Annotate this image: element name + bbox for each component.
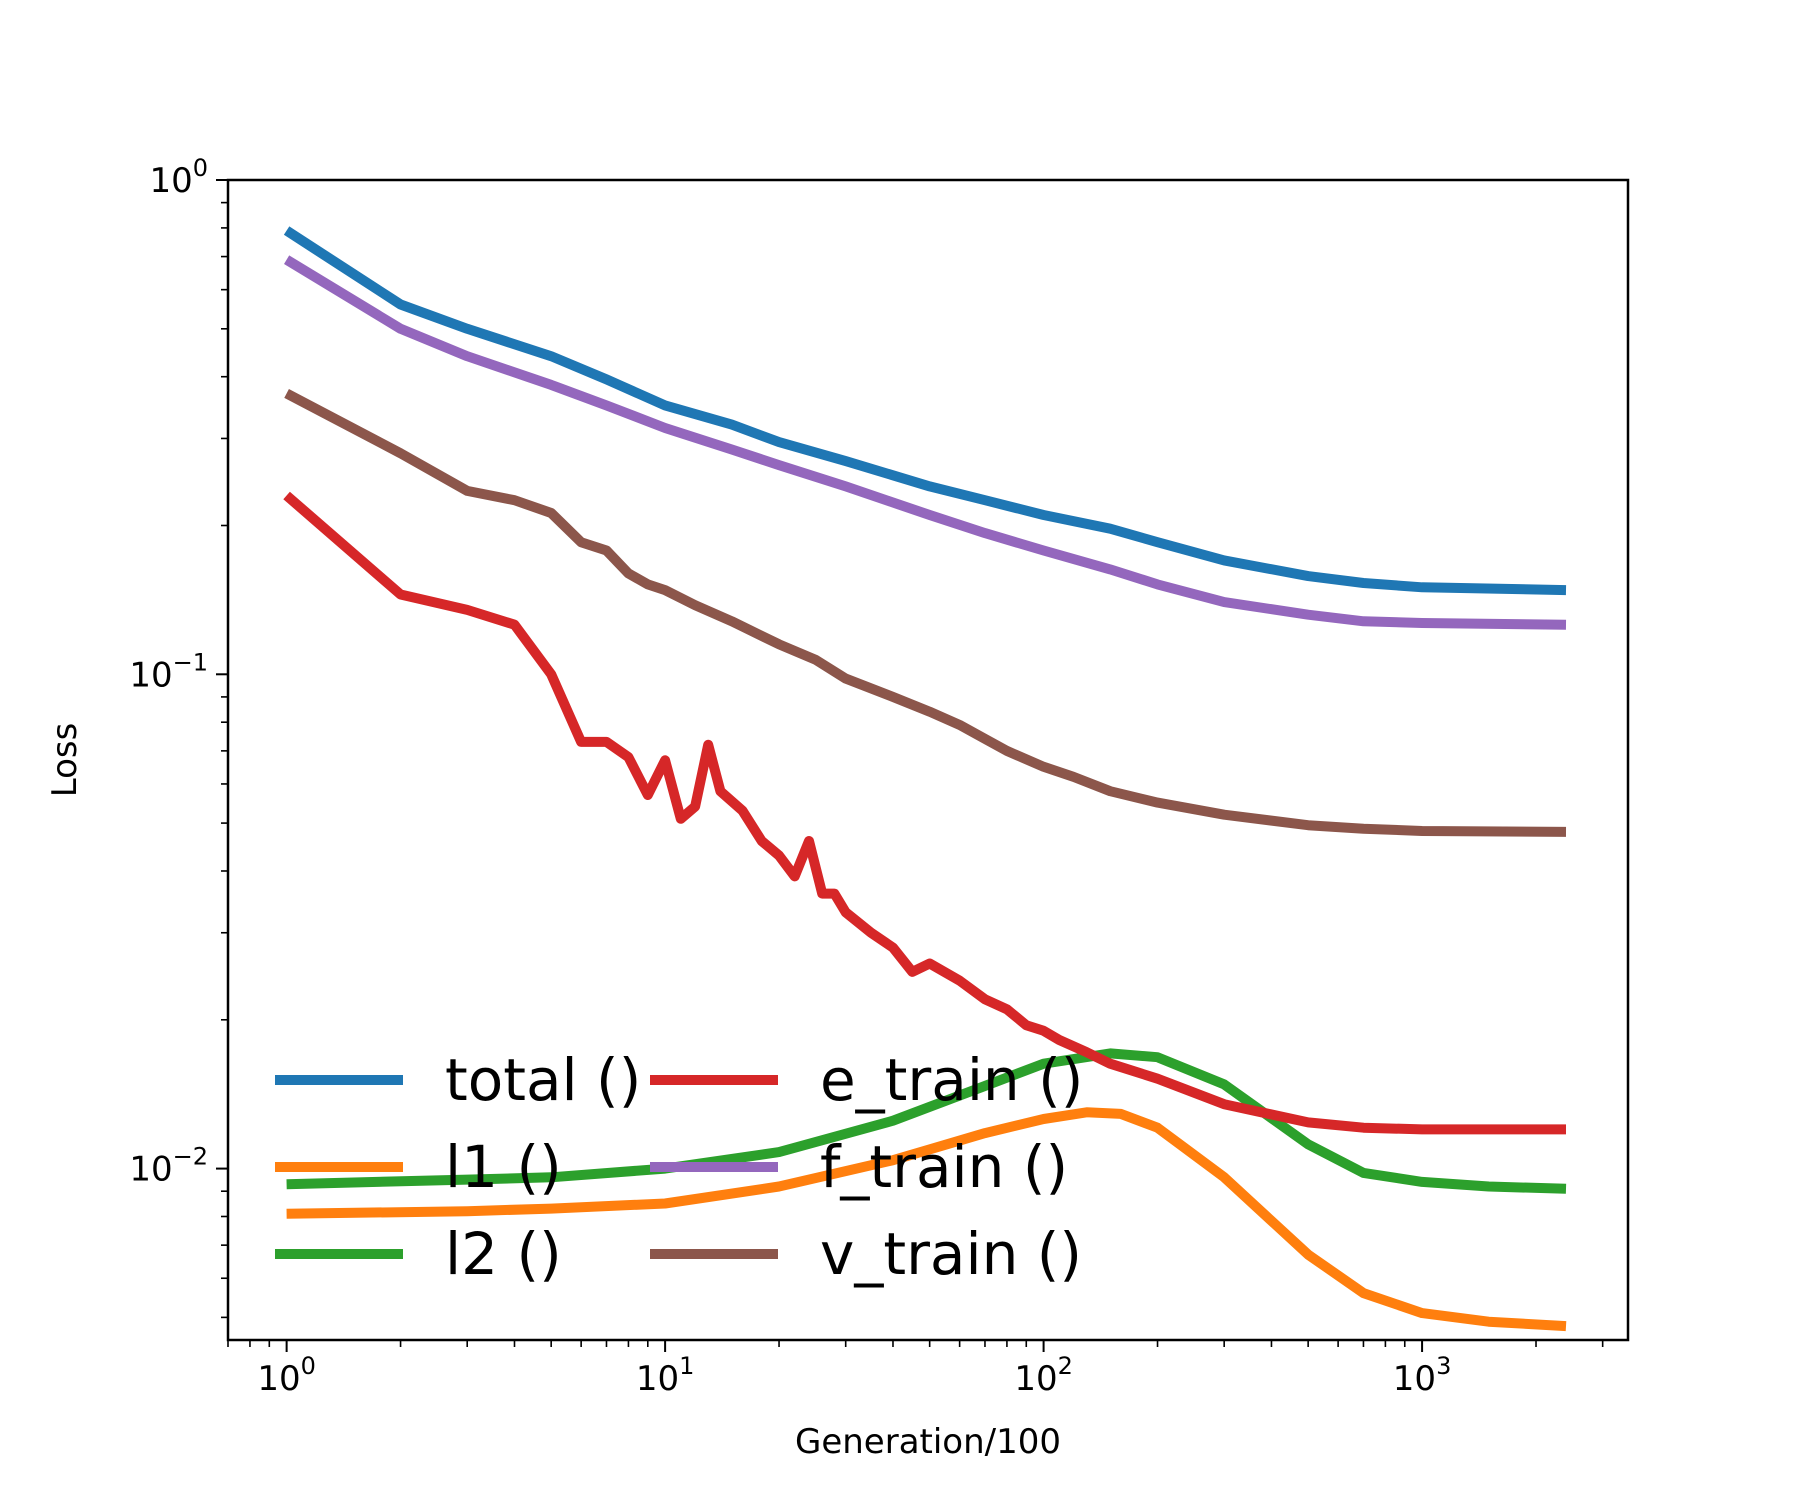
- series-line-v-train: [284, 388, 1567, 837]
- series-line-e-train: [283, 491, 1566, 1135]
- series-layer: [283, 226, 1567, 1332]
- x-tick-label: 102: [1014, 1352, 1073, 1399]
- series-line-f-train: [284, 255, 1567, 630]
- y-tick-label: 10−1: [129, 648, 208, 695]
- y-axis-label: Loss: [45, 723, 85, 798]
- y-tick-label: 10−2: [129, 1143, 208, 1190]
- legend: total () l1 () l2 () e_train () f_train () v_…: [275, 1046, 1083, 1288]
- x-axis-label: Generation/100: [795, 1422, 1061, 1462]
- ticks-layer: 100 101 102 103 100 10−1 10−2: [129, 154, 1604, 1399]
- plot-frame: [226, 178, 1630, 1342]
- x-tick-label: 103: [1393, 1352, 1452, 1399]
- series-line-total: [283, 226, 1567, 596]
- series-line-l1: [286, 1107, 1567, 1332]
- legend-label: e_train (): [820, 1046, 1083, 1114]
- series-line-l2: [286, 1048, 1567, 1194]
- x-tick-label: 101: [636, 1352, 695, 1399]
- legend-label: l1 (): [445, 1133, 562, 1201]
- legend-label: total (): [445, 1046, 641, 1114]
- y-tick-label: 100: [149, 154, 208, 201]
- x-tick-label: 100: [257, 1352, 316, 1399]
- legend-label: f_train (): [820, 1133, 1068, 1201]
- legend-label: l2 (): [445, 1220, 562, 1288]
- legend-label: v_train (): [820, 1220, 1082, 1288]
